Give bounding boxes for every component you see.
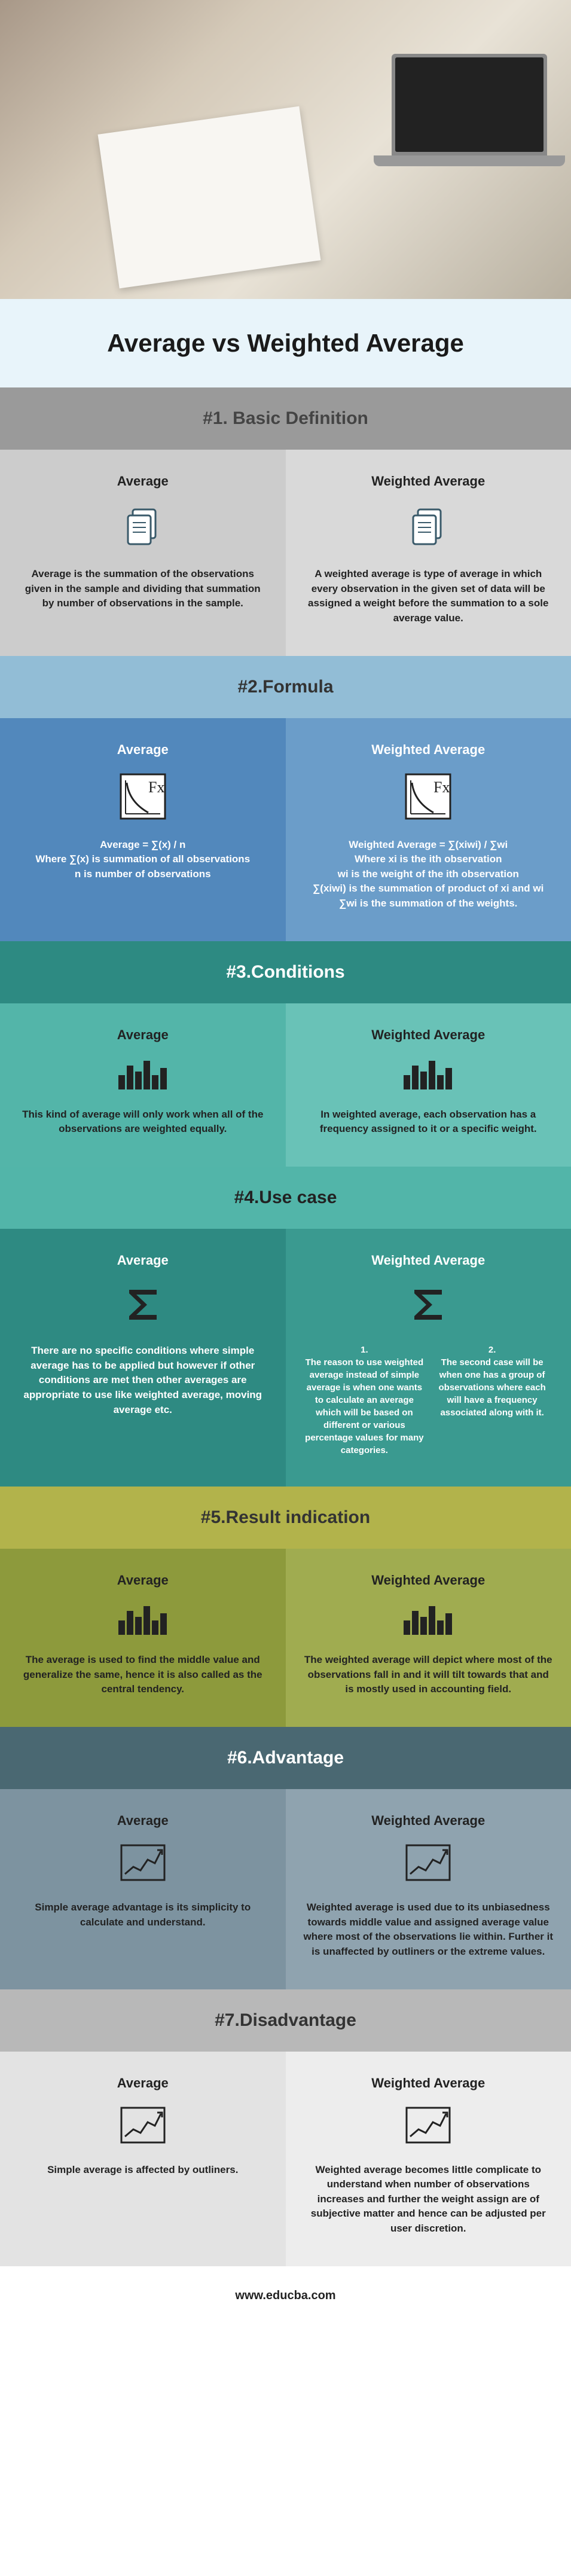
section-2-avg-text: Average = ∑(x) / n Where ∑(x) is summati… [18, 838, 268, 882]
hero-image [0, 0, 571, 299]
usecase-2-text: The second case will be when one has a g… [431, 1356, 553, 1419]
wavg-label: Weighted Average [304, 1253, 554, 1268]
section-2-wavg-text: Weighted Average = ∑(xiwi) / ∑wi Where x… [304, 838, 554, 911]
section-7-header: #7.Disadvantage [0, 1989, 571, 2052]
section-7-body: Average Simple average is affected by ou… [0, 2052, 571, 2266]
wavg-label: Weighted Average [304, 474, 554, 489]
section-3-header: #3.Conditions [0, 941, 571, 1003]
bar-chart-icon [18, 1057, 268, 1091]
bar-chart-icon [304, 1057, 554, 1091]
avg-label: Average [18, 474, 268, 489]
sigma-icon [18, 1283, 268, 1327]
footer-url: www.educba.com [0, 2266, 571, 2325]
avg-label: Average [18, 2076, 268, 2091]
section-6-avg-text: Simple average advantage is its simplici… [18, 1900, 268, 1930]
wavg-label: Weighted Average [304, 1813, 554, 1829]
section-3-avg-text: This kind of average will only work when… [18, 1107, 268, 1137]
section-5-avg-text: The average is used to find the middle v… [18, 1653, 268, 1697]
documents-icon [18, 503, 268, 550]
line-chart-icon [18, 1843, 268, 1884]
usecase-2-title: 2. [431, 1344, 553, 1356]
usecase-1-text: The reason to use weighted average inste… [304, 1356, 426, 1457]
section-6-header: #6.Advantage [0, 1727, 571, 1789]
wavg-label: Weighted Average [304, 1573, 554, 1588]
bar-chart-icon [18, 1603, 268, 1636]
svg-text:Fx: Fx [433, 779, 450, 796]
formula-icon: Fx [304, 772, 554, 821]
section-4-body: Average There are no specific conditions… [0, 1229, 571, 1487]
wavg-label: Weighted Average [304, 742, 554, 758]
wavg-label: Weighted Average [304, 2076, 554, 2091]
avg-label: Average [18, 1813, 268, 1829]
section-7-wavg-text: Weighted average becomes little complica… [304, 2163, 554, 2236]
sigma-icon [304, 1283, 554, 1327]
section-6-wavg-text: Weighted average is used due to its unbi… [304, 1900, 554, 1960]
section-1-header: #1. Basic Definition [0, 387, 571, 450]
section-2-body: Average Fx Average = ∑(x) / n Where ∑(x)… [0, 718, 571, 941]
bar-chart-icon [304, 1603, 554, 1636]
page-title: Average vs Weighted Average [12, 329, 559, 358]
line-chart-icon [304, 1843, 554, 1884]
section-7-avg-text: Simple average is affected by outliners. [18, 2163, 268, 2178]
formula-icon: Fx [18, 772, 268, 821]
title-band: Average vs Weighted Average [0, 299, 571, 387]
avg-label: Average [18, 1027, 268, 1043]
svg-text:Fx: Fx [148, 779, 164, 796]
section-1-wavg-text: A weighted average is type of average in… [304, 567, 554, 626]
documents-icon [304, 503, 554, 550]
section-4-header: #4.Use case [0, 1167, 571, 1229]
section-6-body: Average Simple average advantage is its … [0, 1789, 571, 1989]
usecase-1-title: 1. [304, 1344, 426, 1356]
section-5-header: #5.Result indication [0, 1487, 571, 1549]
section-1-avg-text: Average is the summation of the observat… [18, 567, 268, 611]
section-2-header: #2.Formula [0, 656, 571, 718]
line-chart-icon [304, 2105, 554, 2146]
section-4-avg-text: There are no specific conditions where s… [18, 1344, 268, 1417]
section-5-body: Average The average is used to find the … [0, 1549, 571, 1727]
section-5-wavg-text: The weighted average will depict where m… [304, 1653, 554, 1697]
line-chart-icon [18, 2105, 268, 2146]
section-3-wavg-text: In weighted average, each observation ha… [304, 1107, 554, 1137]
section-1-body: Average Average is the summation of the … [0, 450, 571, 656]
wavg-label: Weighted Average [304, 1027, 554, 1043]
avg-label: Average [18, 742, 268, 758]
section-3-body: Average This kind of average will only w… [0, 1003, 571, 1167]
avg-label: Average [18, 1573, 268, 1588]
avg-label: Average [18, 1253, 268, 1268]
